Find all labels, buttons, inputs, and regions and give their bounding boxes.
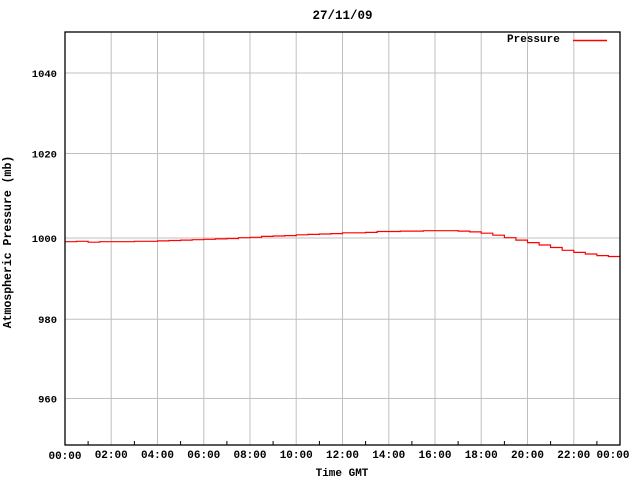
- svg-text:00:00: 00:00: [596, 450, 629, 462]
- svg-text:Time GMT: Time GMT: [316, 468, 369, 480]
- svg-text:22:00: 22:00: [557, 450, 590, 462]
- svg-text:04:00: 04:00: [141, 450, 174, 462]
- svg-text:08:00: 08:00: [233, 450, 266, 462]
- svg-text:06:00: 06:00: [187, 450, 220, 462]
- svg-text:14:00: 14:00: [372, 450, 405, 462]
- svg-text:02:00: 02:00: [95, 450, 128, 462]
- svg-text:980: 980: [38, 315, 57, 327]
- svg-text:1040: 1040: [32, 69, 57, 81]
- svg-text:1020: 1020: [32, 150, 57, 162]
- svg-text:20:00: 20:00: [511, 450, 544, 462]
- svg-text:960: 960: [38, 395, 57, 407]
- svg-text:Atmospheric Pressure (mb): Atmospheric Pressure (mb): [2, 156, 15, 329]
- svg-text:1000: 1000: [32, 234, 57, 246]
- svg-text:12:00: 12:00: [326, 450, 359, 462]
- svg-text:00:00: 00:00: [48, 451, 81, 463]
- svg-text:27/11/09: 27/11/09: [312, 9, 372, 23]
- svg-text:18:00: 18:00: [465, 450, 498, 462]
- svg-text:16:00: 16:00: [418, 450, 451, 462]
- svg-text:10:00: 10:00: [280, 450, 313, 462]
- svg-text:Pressure: Pressure: [507, 34, 560, 46]
